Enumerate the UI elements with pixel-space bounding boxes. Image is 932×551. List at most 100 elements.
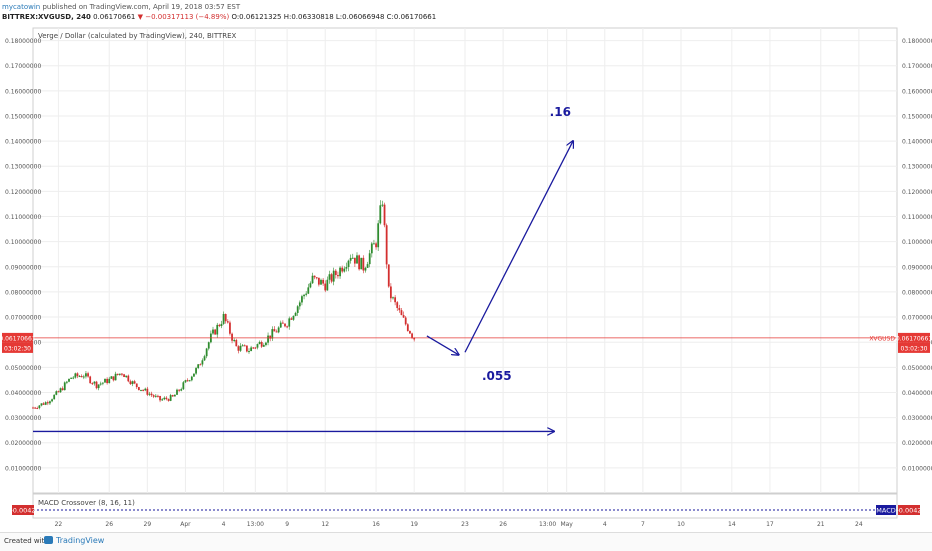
time-tag-left [2, 342, 33, 353]
candle-body [148, 393, 151, 395]
candle-body [375, 243, 377, 248]
candle-body [195, 368, 197, 374]
x-axis: 22 26 29 Apr 4 13:00 9 12 16 19 23 26 13:00 May 4 7 10 14… [55, 521, 863, 528]
candle-body [44, 402, 47, 405]
candle-body [146, 388, 149, 395]
x-tick-label: 16 [372, 521, 380, 528]
candle-body [229, 322, 231, 334]
candle-body [309, 283, 312, 288]
candle-body [53, 394, 56, 400]
candle-body [353, 257, 356, 264]
candle-body [400, 310, 403, 316]
publish-info: mycatowin published on TradingView.com, … [2, 2, 240, 12]
y-tick-label-left: 0.08000000 [5, 289, 41, 296]
y-tick-label-right: 0.13000000 [902, 164, 932, 171]
annotation-arrow[interactable] [464, 141, 573, 353]
y-tick-label-left: 0.18000000 [5, 38, 41, 45]
candle-body [364, 267, 367, 271]
candle-body [163, 397, 166, 400]
x-tick-label: 26 [105, 521, 113, 528]
annotation-label[interactable]: .055 [482, 369, 512, 383]
candle-body [330, 274, 333, 282]
candle-body [184, 380, 187, 383]
macd-pane[interactable] [32, 493, 898, 519]
candle-body [404, 317, 407, 325]
x-tick-label: 21 [817, 521, 825, 528]
candle-body [317, 277, 320, 285]
y-axis-left: 0.18000000 0.17000000 0.16000000 0.15000000… [5, 38, 41, 472]
y-tick-label-right: 0.07000000 [902, 315, 932, 322]
candle-body [61, 388, 64, 391]
x-tick-label: 13:00 [539, 521, 556, 528]
candle-body [114, 373, 117, 381]
candle-body [387, 264, 390, 287]
y-tick-label-left: 0.15000000 [5, 113, 41, 120]
candle-body [284, 323, 286, 327]
y-tick-label-right: 0.03000000 [902, 415, 932, 422]
x-tick-label: 19 [410, 521, 418, 528]
candle-body [161, 399, 164, 401]
candle-body [258, 342, 261, 345]
candle-body [188, 380, 191, 382]
candle-body [193, 373, 195, 377]
candle-body [214, 329, 217, 335]
candle-body [301, 296, 303, 303]
annotation-arrow[interactable] [426, 335, 459, 355]
y-tick-label-right: 0.09000000 [902, 264, 932, 271]
candle-body [140, 389, 142, 391]
candle-body [220, 323, 223, 327]
candle-body [347, 260, 350, 268]
publish-text: published on TradingView.com, April 19, … [42, 3, 241, 11]
x-tick-label: May [560, 521, 573, 528]
candle-body [315, 277, 318, 279]
candle-body [116, 373, 119, 375]
annotation-label[interactable]: .16 [550, 105, 571, 119]
candle-body [91, 383, 94, 385]
candle-body [241, 345, 244, 347]
candle-body [87, 373, 89, 377]
candle-body [379, 205, 382, 224]
candle-body [277, 327, 280, 333]
author-link[interactable]: mycatowin [2, 3, 41, 11]
candle-body [93, 381, 96, 384]
candle-body [59, 388, 62, 393]
price-chart[interactable]: 0.18000000 0.17000000 0.16000000 0.15000000… [0, 0, 932, 532]
candle-body [51, 399, 53, 402]
candle-body [281, 322, 284, 324]
x-tick-label: 26 [499, 521, 507, 528]
candle-body [82, 376, 85, 378]
y-axis-right: 0.18000000 0.17000000 0.16000000 0.15000000… [902, 38, 932, 472]
candle-body [135, 383, 138, 388]
candle-body [237, 346, 240, 351]
candle-body [165, 397, 168, 400]
candle-body [104, 378, 106, 383]
y-tick-label-left: 0.01000000 [5, 465, 41, 472]
y-tick-label-left: 0.14000000 [5, 139, 41, 146]
candle-body [233, 339, 236, 341]
candle-body [322, 279, 325, 284]
tradingview-logo[interactable]: TradingView [44, 536, 104, 545]
candle-body [176, 389, 178, 395]
candle-body [218, 324, 221, 327]
down-triangle-icon: ▼ [137, 13, 143, 21]
candle-body [131, 381, 134, 385]
grid [33, 28, 897, 493]
y-tick-label-right: 0.15000000 [902, 113, 932, 120]
macd-tag-label: MACD [876, 507, 895, 515]
candle-body [368, 253, 371, 265]
candle-body [275, 331, 278, 333]
y-tick-label-right: 0.17000000 [902, 63, 932, 70]
candle-body [328, 274, 331, 280]
candle-body [38, 405, 41, 409]
y-tick-label-right: 0.08000000 [902, 289, 932, 296]
candle-body [406, 324, 409, 331]
price-change: −0.00317113 (−4.89%) [145, 13, 230, 21]
candle-body [190, 376, 193, 381]
candle-body [108, 378, 111, 384]
candle-body [76, 373, 79, 377]
candle-body [123, 374, 125, 378]
candle-body [197, 364, 200, 369]
macd-value-right-tag [898, 505, 920, 515]
candle-body [150, 393, 153, 396]
candle-body [159, 395, 161, 401]
